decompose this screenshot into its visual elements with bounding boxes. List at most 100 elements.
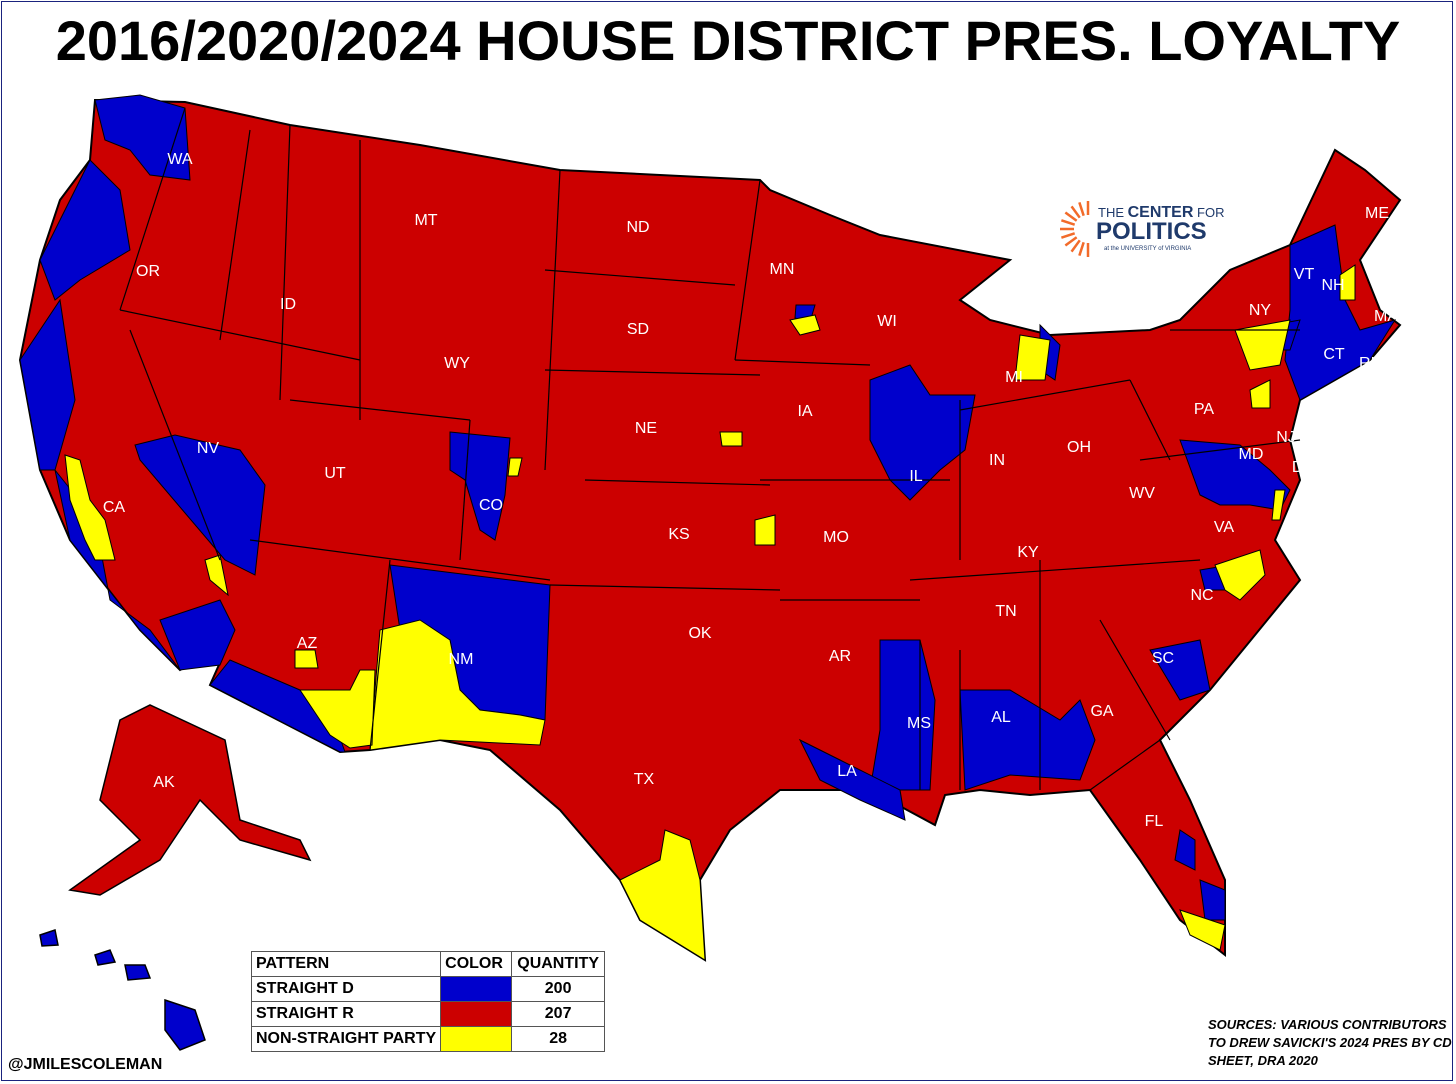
non-straight-region: [1214, 549, 1266, 601]
state-label-ia: IA: [797, 403, 812, 420]
non-straight-region: [1271, 489, 1286, 521]
state-border: [1129, 379, 1171, 461]
state-border: [369, 559, 391, 751]
center-for-politics-logo: THE CENTER FOR POLITICS at the UNIVERSIT…: [1046, 198, 1226, 260]
state-border: [549, 584, 781, 591]
hawaii-island: [124, 964, 152, 981]
non-straight-region: [64, 454, 116, 561]
state-label-ne: NE: [635, 420, 657, 437]
legend-row: NON-STRAIGHT PARTY 28: [250, 1026, 606, 1052]
state-label-ri: RI: [1359, 355, 1375, 372]
state-border: [909, 559, 1201, 581]
non-straight-region: [507, 457, 523, 477]
straight-d-region: [959, 689, 1096, 791]
state-border: [249, 539, 551, 581]
non-straight-region: [1014, 334, 1051, 381]
alaska: [68, 704, 312, 896]
legend-header: PATTERN: [250, 951, 442, 977]
legend-header: COLOR: [440, 951, 513, 977]
state-border: [544, 169, 561, 471]
state-label-nv: NV: [197, 440, 220, 457]
state-label-ok: OK: [688, 625, 711, 642]
straight-d-region: [449, 431, 511, 541]
state-border: [734, 359, 871, 366]
state-label-ny: NY: [1249, 302, 1272, 319]
state-label-fl: FL: [1145, 813, 1164, 830]
non-straight-region: [294, 649, 319, 669]
state-label-ms: MS: [907, 715, 931, 732]
state-label-vt: VT: [1294, 266, 1315, 283]
state-label-mi: MI: [1005, 369, 1023, 386]
non-straight-region: [1234, 319, 1291, 371]
legend-swatch: [440, 1026, 513, 1052]
non-straight-region: [1179, 909, 1226, 951]
legend-pattern: NON-STRAIGHT PARTY: [250, 1026, 442, 1052]
straight-d-region: [869, 364, 976, 501]
sunburst-icon: [1060, 201, 1090, 257]
legend-pattern: STRAIGHT D: [250, 976, 442, 1002]
straight-d-region: [1199, 879, 1226, 921]
state-label-me: ME: [1365, 205, 1389, 222]
legend-quantity: 200: [511, 976, 606, 1002]
straight-d-region: [159, 599, 236, 671]
hawaii-island: [94, 949, 117, 966]
legend-quantity: 28: [511, 1026, 606, 1052]
state-border: [1139, 439, 1301, 461]
state-label-ks: KS: [668, 526, 689, 543]
non-straight-region: [1249, 379, 1271, 409]
state-label-hi: HI: [107, 976, 123, 993]
state-border: [1089, 739, 1161, 791]
state-label-az: AZ: [297, 635, 318, 652]
state-label-de: DE: [1292, 459, 1314, 476]
state-label-ak: AK: [153, 774, 175, 791]
state-border: [129, 329, 221, 561]
logo-text: POLITICS: [1096, 218, 1207, 245]
state-label-nm: NM: [449, 651, 474, 668]
state-border: [279, 124, 291, 401]
non-straight-region: [754, 514, 776, 546]
logo-text: at the UNIVERSITY of VIRGINIA: [1104, 246, 1192, 252]
non-straight-region: [719, 431, 743, 447]
legend-header-row: PATTERN COLOR QUANTITY: [250, 951, 606, 977]
hawaii-island: [164, 998, 206, 1051]
straight-d-region: [798, 738, 906, 821]
straight-d-region: [94, 94, 191, 181]
non-straight-region: [299, 669, 376, 749]
state-border: [1099, 619, 1171, 741]
state-label-ga: GA: [1090, 703, 1113, 720]
state-label-tn: TN: [995, 603, 1016, 620]
state-border: [219, 129, 251, 341]
straight-d-region: [39, 159, 131, 301]
state-label-mt: MT: [414, 212, 437, 229]
state-label-ca: CA: [103, 499, 126, 516]
state-label-md: MD: [1239, 446, 1264, 463]
legend-quantity: 207: [511, 1001, 606, 1027]
state-label-va: VA: [1214, 519, 1234, 536]
state-label-tx: TX: [634, 771, 655, 788]
hawaii-island: [39, 929, 59, 947]
non-straight-region: [204, 554, 229, 597]
legend-row: STRAIGHT D 200: [250, 976, 606, 1002]
state-label-pa: PA: [1194, 401, 1214, 418]
non-straight-region: [619, 829, 706, 961]
state-border: [289, 399, 471, 421]
legend-header: QUANTITY: [511, 951, 606, 977]
state-label-id: ID: [280, 296, 296, 313]
state-label-il: IL: [909, 468, 922, 485]
logo-text: THE: [1098, 205, 1128, 220]
state-label-in: IN: [989, 452, 1005, 469]
state-label-oh: OH: [1067, 439, 1091, 456]
legend-table: PATTERN COLOR QUANTITY STRAIGHT D 200 ST…: [250, 951, 606, 1052]
legend-row: STRAIGHT R 207: [250, 1001, 606, 1027]
state-label-ar: AR: [829, 648, 851, 665]
state-border: [119, 309, 361, 361]
author-handle: @JMILESCOLEMAN: [8, 1056, 163, 1073]
state-border: [119, 107, 186, 311]
state-border: [959, 379, 1131, 411]
legend-swatch: [440, 1001, 513, 1027]
state-border: [459, 419, 471, 561]
state-label-mo: MO: [823, 529, 849, 546]
state-label-ut: UT: [324, 465, 346, 482]
legend-swatch: [440, 976, 513, 1002]
